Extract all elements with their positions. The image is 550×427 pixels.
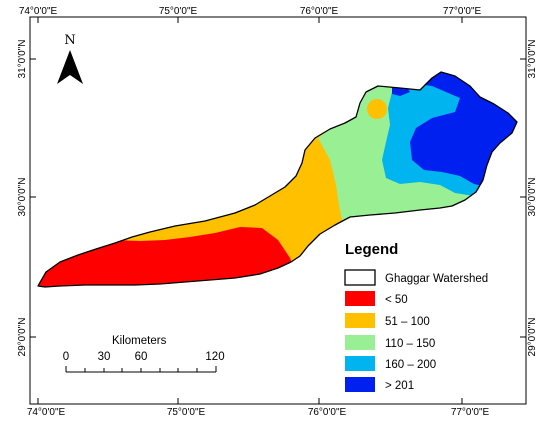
legend-label-110-150: 110 – 150: [385, 338, 435, 350]
right-label-31n: 31°0'0"N: [527, 40, 538, 79]
legend-label-gt201: > 201: [385, 380, 414, 392]
top-longitude-labels: 74°0'0"E 75°0'0"E 76°0'0"E 77°0'0"E: [19, 6, 482, 17]
right-label-30n: 30°0'0"N: [527, 178, 538, 217]
legend-label-watershed: Ghaggar Watershed: [385, 273, 488, 285]
bottom-label-74e: 74°0'0"E: [27, 407, 66, 418]
bottom-longitude-labels: 74°0'0"E 75°0'0"E 76°0'0"E 77°0'0"E: [27, 407, 490, 418]
scale-label-30: 30: [98, 351, 111, 363]
north-label: N: [64, 33, 75, 48]
left-label-31n: 31°0'0"N: [17, 40, 28, 79]
legend-swatch-watershed: [344, 269, 376, 286]
left-latitude-labels: 31°0'0"N 30°0'0"N 29°0'0"N: [17, 40, 28, 357]
top-label-75e: 75°0'0"E: [159, 6, 198, 17]
legend-label-51-100: 51 – 100: [385, 316, 430, 328]
zone-orange-spot: [367, 99, 387, 119]
left-label-29n: 29°0'0"N: [17, 318, 28, 357]
legend-swatch-160-200: [345, 356, 375, 371]
legend-swatch-lt50: [345, 291, 375, 306]
top-label-76e: 76°0'0"E: [300, 6, 339, 17]
bottom-label-76e: 76°0'0"E: [308, 407, 347, 418]
right-latitude-labels: 31°0'0"N 30°0'0"N 29°0'0"N: [527, 40, 538, 357]
ghaggar-watershed-outline: [37, 71, 518, 288]
top-label-77e: 77°0'0"E: [443, 6, 482, 17]
bottom-label-75e: 75°0'0"E: [167, 407, 206, 418]
top-label-74e: 74°0'0"E: [19, 6, 58, 17]
legend-label-160-200: 160 – 200: [385, 359, 436, 371]
left-label-30n: 30°0'0"N: [17, 178, 28, 217]
right-label-29n: 29°0'0"N: [527, 318, 538, 357]
scale-label-0: 0: [63, 351, 69, 363]
scale-bar: Kilometers 0 30 60 120: [63, 335, 225, 373]
scale-label-60: 60: [135, 351, 148, 363]
legend-swatch-gt201: [345, 377, 375, 392]
legend: Legend Ghaggar Watershed < 50 51 – 100 1…: [344, 241, 488, 392]
legend-swatch-110-150: [345, 335, 375, 350]
bottom-label-77e: 77°0'0"E: [451, 407, 490, 418]
north-arrow-icon: N: [57, 33, 83, 84]
legend-swatch-51-100: [345, 313, 375, 328]
scale-label-120: 120: [205, 351, 224, 363]
legend-label-lt50: < 50: [385, 294, 408, 306]
legend-title: Legend: [345, 241, 398, 258]
scale-title: Kilometers: [112, 335, 167, 347]
graticule-ticks: [30, 17, 526, 404]
